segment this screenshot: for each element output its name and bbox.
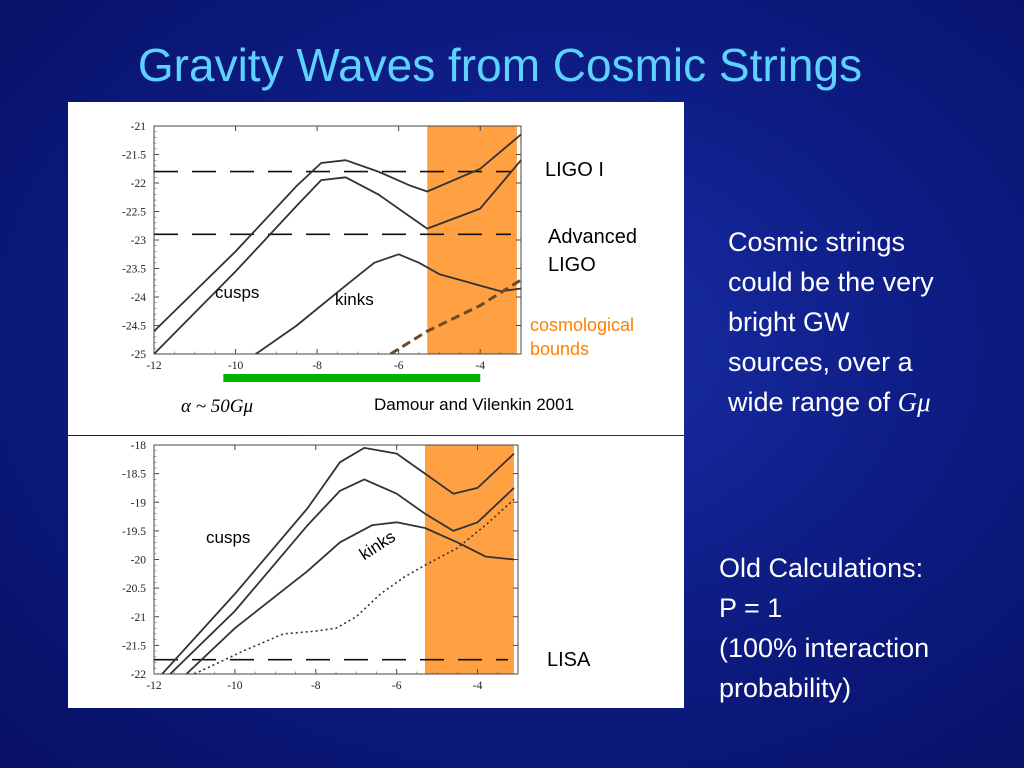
damour-vilenkin-citation: Damour and Vilenkin 2001	[374, 395, 575, 414]
series-line-2	[185, 521, 515, 674]
x-tick-label: -8	[311, 680, 321, 692]
text-line: Cosmic strings	[728, 227, 906, 257]
text-line-prefix: wide range of	[728, 387, 898, 417]
series-line-1	[154, 159, 521, 354]
y-tick-label: -22.5	[122, 207, 146, 219]
y-tick-label: -22	[131, 178, 147, 190]
x-tick-label: -12	[146, 360, 162, 372]
series-line-0	[154, 133, 521, 332]
x-tick-label: -6	[392, 680, 402, 692]
series-group	[161, 447, 515, 674]
y-tick-label: -20.5	[122, 583, 146, 595]
y-tick-label: -19.5	[122, 526, 146, 538]
alpha-prefix: α ~	[181, 396, 211, 417]
bottom-chart-panel: -18 -18.5 -19 -19.5 -20 -20.5 -21 -21.5 -22 -12 -1…	[68, 436, 684, 708]
series-line-2	[255, 253, 521, 354]
cosmological-bounds-label: cosmological bounds	[530, 315, 635, 359]
old-calculations-text: Old Calculations: P = 1 (100% interactio…	[719, 548, 929, 708]
y-tick-label: -21	[131, 121, 147, 133]
text-line: P = 1	[719, 593, 783, 623]
y-tick-label: -18	[131, 440, 147, 452]
cusps-label-bottom: cusps	[206, 528, 251, 547]
orange-shaded-band	[424, 445, 514, 674]
x-tick-label: -10	[227, 680, 243, 692]
top-chart-panel: -21 -21.5 -22 -22.5 -23 -23.5 -24 -24.5 -25 -12 -1…	[68, 102, 684, 435]
y-tick-label: -22	[131, 669, 147, 681]
series-line-3	[194, 498, 515, 674]
text-line: sources, over a	[728, 347, 913, 377]
kinks-label-top: kinks	[335, 290, 374, 309]
y-tick-label: -23	[131, 235, 147, 247]
y-tick-label: -21	[131, 612, 147, 624]
y-tick-label: -24	[131, 292, 147, 304]
ligo-i-label: LIGO I	[545, 159, 604, 181]
series-line-1	[169, 478, 515, 674]
text-line: probability)	[719, 673, 852, 703]
text-line: (100% interaction	[719, 633, 930, 663]
y-tick-label: -20	[131, 555, 147, 567]
alpha-relation-label: α ~ 50Gμ	[181, 396, 253, 418]
cosmic-strings-text: Cosmic strings could be the very bright …	[728, 222, 934, 422]
y-tick-label: -23.5	[122, 264, 146, 276]
orange-shaded-band	[427, 126, 517, 354]
x-tick-label: -10	[228, 360, 244, 372]
text-line: Old Calculations:	[719, 553, 924, 583]
x-tick-label: -8	[312, 360, 322, 372]
green-alpha-range-bar	[223, 374, 481, 382]
g-mu-symbol: Gμ	[897, 387, 931, 417]
advanced-ligo-label: Advanced LIGO	[548, 226, 637, 276]
series-line-3	[389, 278, 521, 354]
y-tick-label: -24.5	[122, 321, 146, 333]
lisa-label: LISA	[547, 649, 591, 671]
bottom-chart: -18 -18.5 -19 -19.5 -20 -20.5 -21 -21.5 -22-12 -1…	[122, 440, 519, 692]
series-group	[154, 133, 521, 354]
y-tick-label: -21.5	[122, 640, 146, 652]
y-tick-label: -25	[131, 349, 147, 361]
text-line: bright GW	[728, 307, 850, 337]
alpha-expression: 50Gμ	[210, 396, 254, 417]
series-line-0	[161, 447, 515, 674]
text-line: could be the very	[728, 267, 934, 297]
y-tick-label: -18.5	[122, 469, 146, 481]
x-tick-label: -4	[473, 680, 483, 692]
top-chart: -21 -21.5 -22 -22.5 -23 -23.5 -24 -24.5 -25-12 -1…	[122, 121, 522, 382]
y-tick-label: -21.5	[122, 150, 146, 162]
x-tick-label: -6	[394, 360, 404, 372]
cusps-label-top: cusps	[215, 283, 260, 302]
slide-title: Gravity Waves from Cosmic Strings	[137, 39, 863, 91]
text-line: wide range of Gμ	[728, 382, 934, 422]
x-tick-label: -4	[475, 360, 485, 372]
x-tick-label: -12	[146, 680, 162, 692]
y-tick-label: -19	[131, 497, 147, 509]
